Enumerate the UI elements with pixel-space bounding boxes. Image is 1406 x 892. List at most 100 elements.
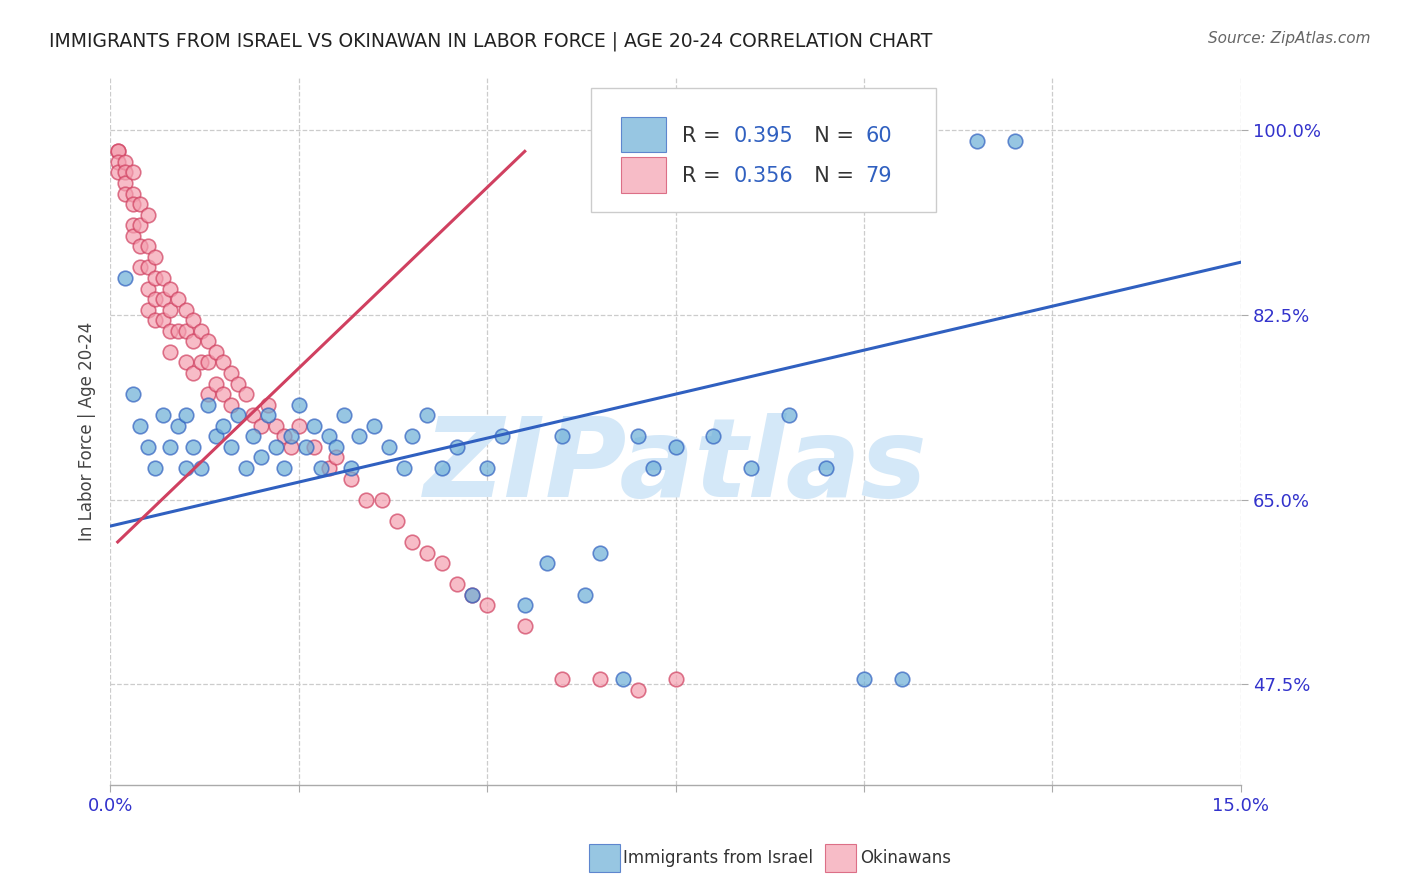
Point <box>152 313 174 327</box>
Point <box>174 355 197 369</box>
FancyBboxPatch shape <box>621 157 666 193</box>
Point <box>136 440 159 454</box>
Point <box>273 461 295 475</box>
Point <box>136 282 159 296</box>
Point <box>340 472 363 486</box>
Point <box>257 409 280 423</box>
Point <box>167 324 190 338</box>
Point <box>257 398 280 412</box>
Point <box>378 440 401 454</box>
Point <box>129 418 152 433</box>
Point <box>107 145 129 159</box>
Point <box>491 429 513 443</box>
Point <box>401 535 423 549</box>
Point <box>446 577 468 591</box>
FancyBboxPatch shape <box>621 117 666 153</box>
Text: R =: R = <box>682 167 727 186</box>
Point <box>114 176 136 190</box>
Point <box>627 682 650 697</box>
FancyBboxPatch shape <box>825 844 856 872</box>
Point <box>612 672 634 686</box>
Point <box>325 450 347 465</box>
Point <box>107 154 129 169</box>
Point <box>513 599 536 613</box>
Point <box>181 440 204 454</box>
Point <box>287 418 309 433</box>
Point <box>280 429 302 443</box>
Point <box>174 461 197 475</box>
Point <box>815 461 838 475</box>
Point <box>159 324 181 338</box>
Point <box>159 282 181 296</box>
Point <box>145 461 167 475</box>
Text: Source: ZipAtlas.com: Source: ZipAtlas.com <box>1208 31 1371 46</box>
Point <box>392 461 415 475</box>
FancyBboxPatch shape <box>591 88 935 211</box>
Point <box>333 409 356 423</box>
Point <box>250 450 273 465</box>
Point <box>302 440 325 454</box>
Point <box>107 165 129 179</box>
Point <box>513 619 536 633</box>
Point <box>219 440 242 454</box>
Point <box>370 492 392 507</box>
Point <box>212 387 235 401</box>
Point <box>430 556 453 570</box>
Point <box>136 302 159 317</box>
Point <box>197 398 219 412</box>
Point <box>181 313 204 327</box>
Text: 79: 79 <box>866 167 893 186</box>
Point <box>114 186 136 201</box>
Point <box>174 324 197 338</box>
Point <box>574 588 596 602</box>
Point <box>416 545 439 559</box>
Point <box>461 588 484 602</box>
Text: Okinawans: Okinawans <box>860 849 952 867</box>
Point <box>129 260 152 275</box>
Point <box>145 292 167 306</box>
Point <box>641 461 664 475</box>
Point <box>121 186 143 201</box>
Text: 0.356: 0.356 <box>733 167 793 186</box>
Point <box>121 165 143 179</box>
Point <box>235 387 257 401</box>
Point <box>204 429 226 443</box>
Point <box>219 398 242 412</box>
Point <box>121 219 143 233</box>
Point <box>121 197 143 211</box>
Text: ZIPatlas: ZIPatlas <box>423 413 928 520</box>
Y-axis label: In Labor Force | Age 20-24: In Labor Force | Age 20-24 <box>79 321 96 541</box>
Text: R =: R = <box>682 126 727 146</box>
Point <box>242 429 264 443</box>
Point <box>219 366 242 380</box>
Point <box>226 409 249 423</box>
Point <box>356 492 378 507</box>
Point <box>280 440 302 454</box>
Text: 0.395: 0.395 <box>733 126 793 146</box>
Point <box>475 461 498 475</box>
Point <box>664 440 686 454</box>
Point <box>212 355 235 369</box>
Point <box>852 672 875 686</box>
Point <box>152 409 174 423</box>
Point <box>318 461 340 475</box>
Point <box>174 409 197 423</box>
Point <box>167 418 190 433</box>
Point <box>204 376 226 391</box>
Point <box>226 376 249 391</box>
Point <box>475 599 498 613</box>
Point <box>778 409 800 423</box>
Point <box>204 345 226 359</box>
Point <box>197 355 219 369</box>
Text: N =: N = <box>801 126 860 146</box>
Point <box>197 334 219 349</box>
Point <box>401 429 423 443</box>
Point <box>159 345 181 359</box>
Point <box>167 292 190 306</box>
Point <box>264 440 287 454</box>
Text: Immigrants from Israel: Immigrants from Israel <box>623 849 813 867</box>
Point <box>152 292 174 306</box>
Point <box>702 429 724 443</box>
Point <box>235 461 257 475</box>
Point <box>190 355 212 369</box>
